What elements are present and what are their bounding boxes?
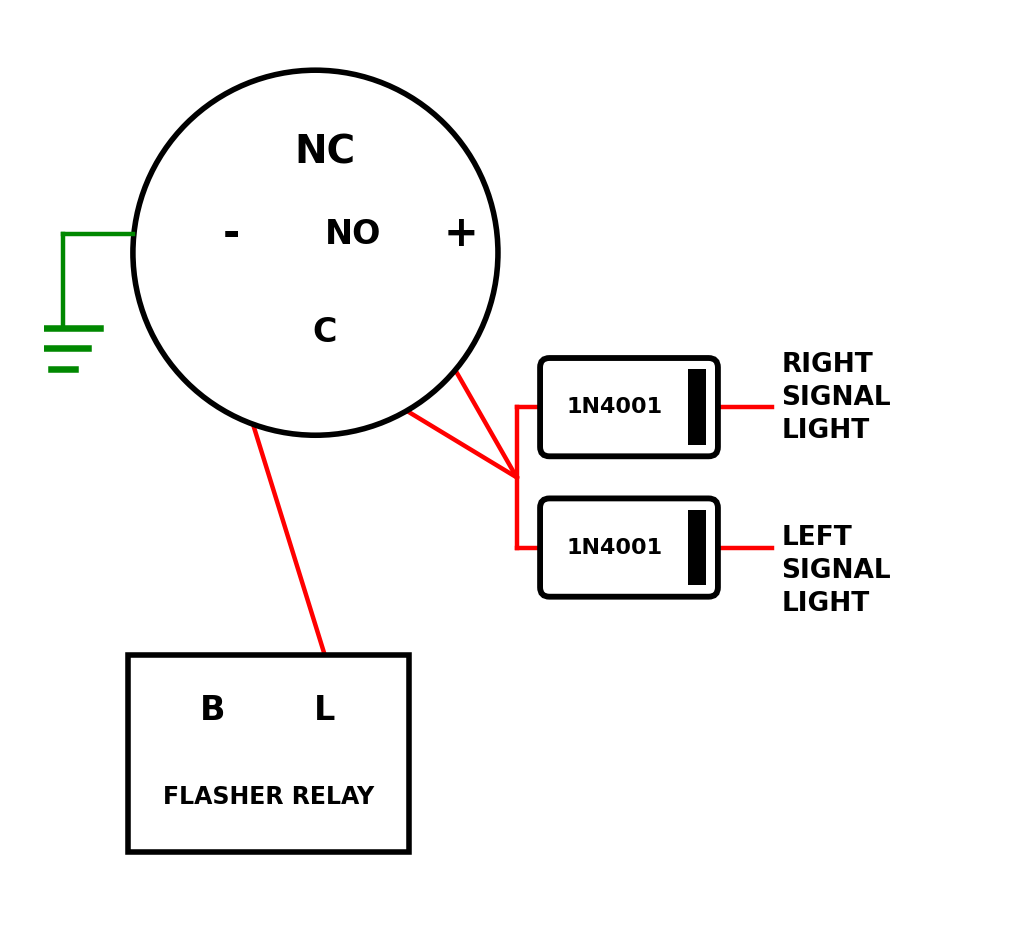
Text: NC: NC: [294, 133, 355, 171]
Bar: [688, 509, 706, 586]
Bar: [128, 655, 409, 852]
FancyBboxPatch shape: [540, 498, 718, 597]
Text: L: L: [314, 694, 336, 726]
Text: +: +: [443, 213, 478, 255]
Text: B: B: [200, 694, 225, 726]
Text: C: C: [312, 315, 337, 349]
Text: FLASHER RELAY: FLASHER RELAY: [163, 784, 374, 809]
Text: -: -: [222, 213, 240, 255]
Text: LEFT
SIGNAL
LIGHT: LEFT SIGNAL LIGHT: [781, 525, 891, 617]
Circle shape: [133, 70, 498, 435]
Text: NO: NO: [325, 217, 381, 251]
Text: 1N4001: 1N4001: [567, 397, 664, 417]
Text: 1N4001: 1N4001: [567, 537, 664, 558]
Text: RIGHT
SIGNAL
LIGHT: RIGHT SIGNAL LIGHT: [781, 352, 891, 444]
FancyBboxPatch shape: [540, 358, 718, 457]
Bar: [688, 369, 706, 446]
